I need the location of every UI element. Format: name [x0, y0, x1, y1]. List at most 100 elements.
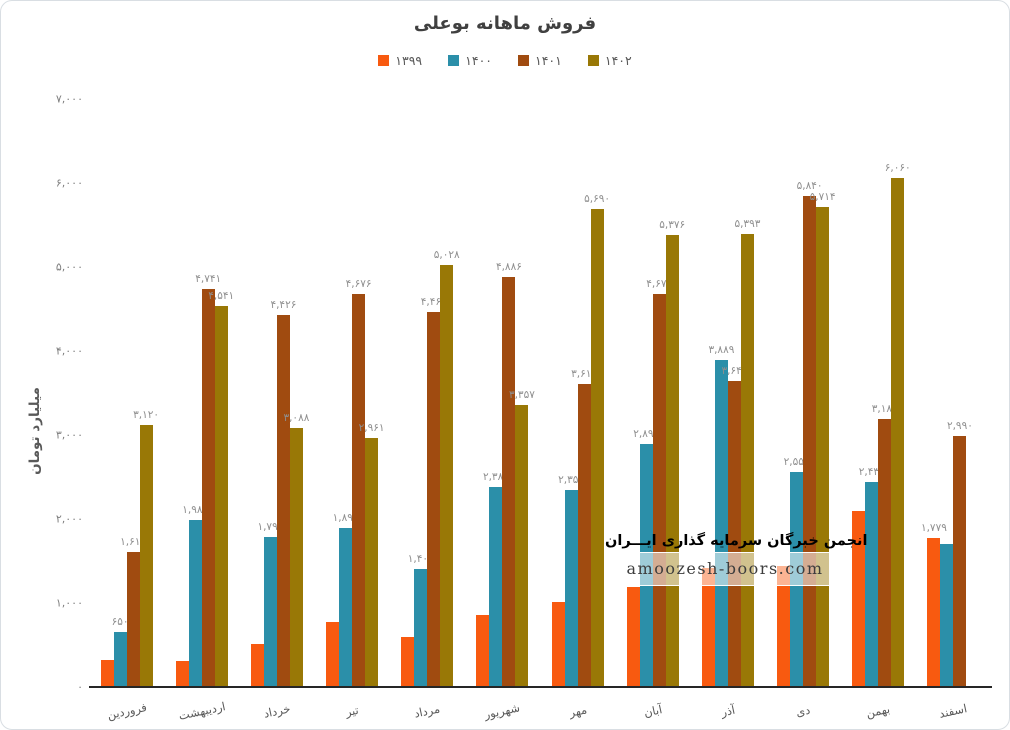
bar-value-label: ۵,۳۹۳: [734, 218, 761, 230]
bar-slot: ۳,۰۸۸: [283, 99, 309, 687]
bar-value-label: ۴,۴۶۹: [420, 295, 447, 308]
bar-slot: ۴,۴۲۶: [270, 99, 296, 687]
bar-value-label: ۵,۸۴۰: [796, 180, 823, 193]
bar-slot: ۵,۶۹۰: [584, 99, 610, 687]
bar-slot: ۲,۹۹۰: [947, 99, 973, 687]
bar-slot: ۱,۴۰۶: [408, 99, 434, 687]
bar-slot: ۲,۹۶۱: [359, 99, 385, 687]
bar-slot: ۳,۱۲۰: [133, 99, 159, 687]
bar-segment: [816, 207, 830, 687]
bar-segment: [263, 536, 277, 687]
bar-segment: [803, 196, 817, 687]
bar-slot: ۲,۴۳۸: [859, 99, 885, 687]
x-axis-line: [89, 686, 992, 688]
bar-slot: [966, 99, 979, 687]
x-axis-label: بهمن: [865, 701, 892, 721]
bar-segment: [352, 294, 366, 687]
bar-slot: ۵,۰۲۸: [434, 99, 460, 687]
bar-slot: ۳,۸۸۹: [708, 99, 734, 687]
bar-segment: [276, 315, 290, 687]
bar-value-label: ۲,۸۹۷: [633, 427, 660, 440]
bar-segment: [590, 209, 604, 687]
bar-segment: [777, 566, 791, 687]
bar-value-label: ۴,۸۸۶: [495, 260, 522, 273]
bar-segment: [414, 568, 428, 687]
bar-value-label: ۲,۳۸۰: [482, 471, 509, 484]
watermark: انجمن خبرگان سرمایه گذاری ایـــران amooz…: [605, 533, 867, 586]
bar-segment: [551, 602, 565, 687]
bar-group: ۲,۳۵۱ ۳,۶۱۲ ۵,۶۹۰: [540, 99, 615, 687]
x-axis-label: آذر: [719, 702, 737, 720]
bar-value-label: ۴,۶۷۷: [646, 278, 673, 291]
y-axis-tick: ۵,۰۰۰: [55, 260, 83, 274]
bar-slot: ۳,۱۸۵: [872, 99, 898, 687]
bar-slot: ۴,۴۶۹: [421, 99, 447, 687]
bar-value-label: ۱,۷۷۹: [920, 521, 947, 534]
bar-segment: [714, 360, 728, 687]
bar-segment: [113, 632, 127, 687]
y-axis-tick: ۰: [77, 680, 83, 694]
bar-value-label: ۱,۹۸۳: [182, 504, 209, 517]
bar-slot: ۲,۳۸۰: [483, 99, 509, 687]
bar-group: ۶۵۰ ۱,۶۱۱ ۳,۱۲۰: [89, 99, 164, 687]
bar-slot: ۲,۸۹۷: [633, 99, 659, 687]
bar-slot: ۵,۸۴۰: [797, 99, 823, 687]
bar-segment: [339, 527, 353, 687]
bar-slot: [940, 99, 954, 687]
bar-slot: [175, 99, 189, 687]
bar-group: ۱,۴۰۶ ۴,۴۶۹ ۵,۰۲۸: [390, 99, 465, 687]
y-axis-tick: ۲,۰۰۰: [55, 512, 83, 526]
bar-group: ۳,۸۸۹ ۳,۶۴۰ ۵,۳۹۳: [690, 99, 765, 687]
bar-segment: [626, 587, 640, 687]
bar-slot: ۴,۵۴۱: [208, 99, 234, 687]
x-axis-label: مهر: [567, 702, 588, 720]
bar-value-label: ۳,۱۸۵: [871, 403, 898, 416]
bar-segment: [201, 288, 215, 687]
bar-slot: ۳,۶۱۲: [571, 99, 597, 687]
x-axis-label: خرداد: [262, 701, 292, 721]
bar-slot: ۱,۷۷۹: [921, 99, 947, 687]
bar-slot: ۲,۳۵۱: [558, 99, 584, 687]
watermark-site-text: amoozesh-boors.com: [626, 559, 824, 578]
bar-segment: [891, 177, 905, 687]
bar-value-label: ۳,۱۲۰: [133, 408, 160, 421]
legend-label: ۱۴۰۲: [604, 53, 632, 68]
bar-value-label: ۲,۵۵۸: [783, 456, 810, 469]
bar-slot: [250, 99, 264, 687]
bar-segment: [665, 235, 679, 687]
bar-value-label: ۱,۶۱۱: [120, 535, 147, 548]
bar-slot: [701, 99, 715, 687]
bar-slot: [100, 99, 114, 687]
bar-value-label: ۳,۶۱۲: [571, 367, 598, 380]
y-axis-tick: ۶,۰۰۰: [55, 176, 83, 190]
bar-segment: [365, 438, 379, 687]
watermark-band: amoozesh-boors.com: [605, 552, 845, 586]
bar-segment: [100, 660, 114, 687]
bar-slot: [852, 99, 866, 687]
legend-item-2: ۱۴۰۱: [518, 53, 562, 68]
bar-value-label: ۲,۳۵۱: [558, 473, 585, 486]
bar-slot: ۱,۷۹۰: [257, 99, 283, 687]
bar-segment: [139, 424, 153, 687]
bar-segment: [126, 551, 140, 687]
bar-segment: [740, 234, 754, 687]
x-axis-label: اردیبهشت: [177, 699, 227, 723]
bar-value-label: ۵,۶۹۰: [584, 193, 611, 206]
bar-segment: [476, 614, 490, 687]
legend-swatch-icon: [448, 55, 460, 66]
bar-value-label: ۳,۳۵۷: [508, 389, 535, 402]
bar-value-label: ۶,۰۶۰: [884, 161, 911, 174]
bar-segment: [502, 276, 516, 687]
bar-value-label: ۳,۶۴۰: [721, 365, 748, 378]
bar-slot: ۱,۹۸۳: [182, 99, 208, 687]
bar-slot: [777, 99, 791, 687]
bar-value-label: ۵,۷۱۴: [809, 191, 836, 204]
bar-group: ۲,۸۹۷ ۴,۶۷۷ ۵,۳۷۶: [615, 99, 690, 687]
bar-slot: ۵,۳۷۶: [659, 99, 685, 687]
bar-segment: [515, 405, 529, 687]
y-axis-tick: ۱,۰۰۰: [55, 596, 83, 610]
bar-segment: [188, 520, 202, 687]
x-axis-label: آبان: [642, 702, 664, 720]
bar-slot: ۱,۸۹۷: [333, 99, 359, 687]
